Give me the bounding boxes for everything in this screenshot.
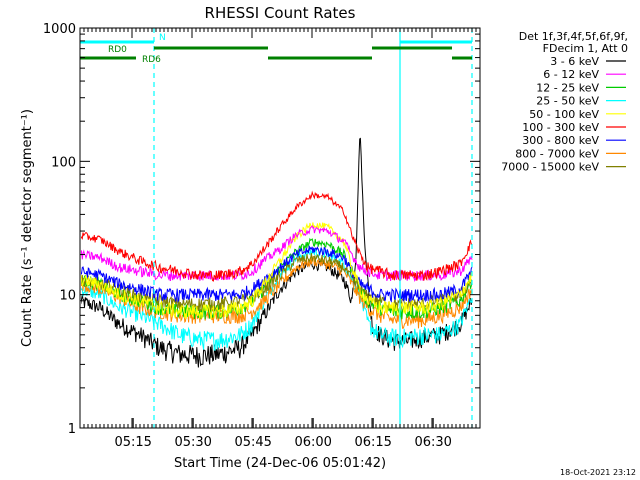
bar-rd6-segment-1: [268, 56, 372, 60]
bar-label-rd6: RD6: [142, 55, 161, 65]
legend-label: 7000 - 15000 keV: [501, 161, 599, 174]
chart-title: RHESSI Count Rates: [205, 4, 356, 22]
y-tick-label: 100: [51, 155, 76, 170]
legend-label: 800 - 7000 keV: [515, 147, 599, 160]
x-tick-label: 06:30: [414, 435, 451, 450]
x-tick-label: 05:30: [174, 435, 211, 450]
legend-header-line-2: FDecim 1, Att 0: [543, 42, 628, 55]
legend-label: 300 - 800 keV: [522, 134, 599, 147]
x-tick-label: 06:15: [354, 435, 391, 450]
series-line-300-800-keV: [81, 245, 473, 304]
footer-timestamp: 18-Oct-2021 23:12: [560, 468, 636, 477]
bar-rd6-segment-2: [452, 56, 472, 60]
bar-n-segment-0: [80, 40, 154, 44]
bar-label-rd0: RD0: [108, 45, 127, 55]
bar-rd0-segment-1: [372, 46, 452, 50]
attenuator-bars: N RD0 RD6: [80, 33, 472, 65]
bar-rd6-segment-0: [80, 56, 136, 60]
vertical-markers: [153, 28, 473, 428]
y-tick-label: 10: [59, 289, 76, 304]
series-line-800-7000-keV: [81, 255, 473, 329]
x-tick-label: 05:15: [114, 435, 151, 450]
y-tick-label: 1: [68, 422, 76, 437]
x-axis-ticks: 05:15 05:30 05:45 06:00 06:15 06:30: [79, 28, 481, 450]
legend-header-line-1: Det 1f,3f,4f,5f,6f,9f,: [519, 30, 628, 43]
legend-label: 50 - 100 keV: [529, 108, 599, 121]
x-tick-label: 06:00: [294, 435, 331, 450]
legend-label: 12 - 25 keV: [536, 81, 599, 94]
y-tick-label: 1000: [43, 22, 76, 37]
series-line-50-100-keV: [81, 222, 473, 320]
legend-label: 25 - 50 keV: [536, 95, 599, 108]
bar-n-segment-1: [400, 40, 472, 44]
x-tick-label: 05:45: [234, 435, 271, 450]
bar-label-n: N: [159, 33, 166, 43]
bar-rd0-segment-0: [154, 46, 268, 50]
x-axis-label: Start Time (24-Dec-06 05:01:42): [174, 456, 386, 471]
series-line-100-300-keV: [81, 190, 473, 282]
y-axis-label: Count Rate (s⁻¹ detector segment⁻¹): [20, 109, 35, 347]
series-line-3-6-keV: [81, 137, 473, 368]
legend-label: 100 - 300 keV: [522, 121, 599, 134]
legend-label: 3 - 6 keV: [550, 55, 599, 68]
y-axis-ticks: 1 10 100 1000: [43, 22, 480, 437]
legend: Det 1f,3f,4f,5f,6f,9f,FDecim 1, Att 03 -…: [501, 30, 628, 174]
series-layer: [81, 137, 473, 368]
legend-label: 6 - 12 keV: [543, 68, 599, 81]
